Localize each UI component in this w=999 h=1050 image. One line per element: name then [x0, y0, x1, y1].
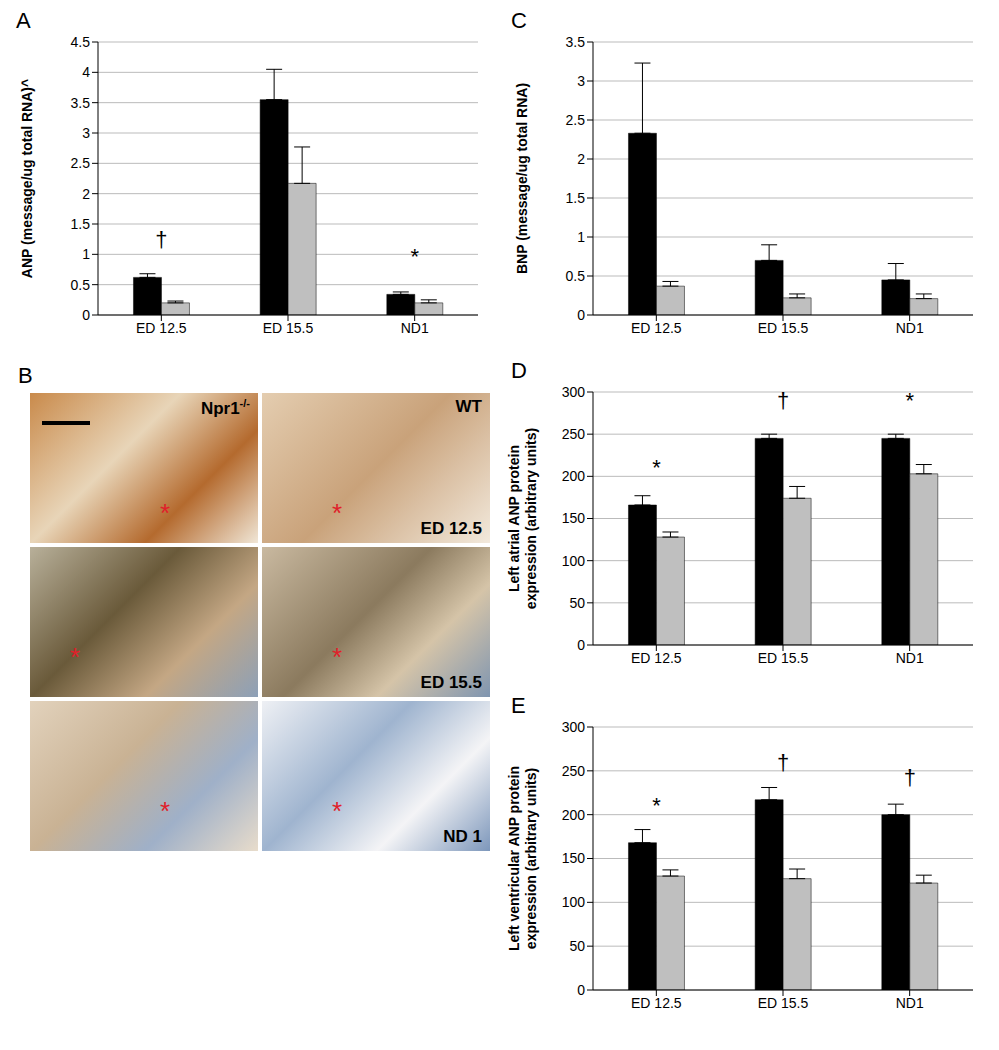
svg-text:0.5: 0.5: [71, 277, 91, 293]
html-text:A: A: [16, 8, 31, 33]
svg-text:ED 15.5: ED 15.5: [758, 995, 809, 1011]
svg-text:3: 3: [577, 73, 585, 89]
html-text:E: E: [511, 693, 526, 718]
html-text:Npr1-/-: Npr1-/-: [200, 397, 250, 418]
html-text:ND 1: ND 1: [443, 827, 482, 846]
svg-text:3.5: 3.5: [566, 34, 586, 50]
svg-text:4: 4: [82, 64, 90, 80]
svg-text:ED 12.5: ED 12.5: [631, 320, 682, 336]
html-text:WT: WT: [455, 397, 482, 416]
svg-text:BNP (message/ug total RNA): BNP (message/ug total RNA): [514, 83, 530, 274]
svg-text:ND1: ND1: [401, 320, 429, 336]
svg-text:0.5: 0.5: [566, 268, 586, 284]
svg-text:2: 2: [577, 151, 585, 167]
svg-text:ANP (message/ug total RNA)^: ANP (message/ug total RNA)^: [19, 79, 35, 278]
svg-text:ND1: ND1: [896, 650, 924, 666]
svg-text:50: 50: [569, 595, 585, 611]
svg-text:50: 50: [569, 938, 585, 954]
svg-text:3.5: 3.5: [71, 95, 91, 111]
svg-text:†: †: [155, 227, 167, 252]
html-text:B: B: [18, 363, 33, 388]
svg-text:0: 0: [577, 982, 585, 998]
svg-text:1: 1: [577, 229, 585, 245]
svg-text:2.5: 2.5: [566, 112, 586, 128]
svg-text:ND1: ND1: [896, 995, 924, 1011]
svg-text:0: 0: [577, 637, 585, 653]
svg-text:200: 200: [562, 807, 586, 823]
html-text:ED 15.5: ED 15.5: [420, 673, 482, 692]
svg-text:†: †: [777, 388, 789, 413]
svg-text:300: 300: [562, 719, 586, 735]
svg-text:1: 1: [82, 246, 90, 262]
svg-text:†: †: [777, 750, 789, 775]
svg-text:Left atrial ANP proteinexpress: Left atrial ANP proteinexpression (arbit…: [506, 428, 539, 609]
svg-text:250: 250: [562, 763, 586, 779]
svg-text:ND1: ND1: [896, 320, 924, 336]
svg-text:ED 12.5: ED 12.5: [631, 650, 682, 666]
svg-text:0: 0: [82, 307, 90, 323]
svg-text:3: 3: [82, 125, 90, 141]
svg-text:100: 100: [562, 553, 586, 569]
svg-text:150: 150: [562, 510, 586, 526]
svg-text:1.5: 1.5: [71, 216, 91, 232]
svg-text:*: *: [652, 455, 661, 480]
html-text:ED 12.5: ED 12.5: [420, 519, 482, 538]
svg-text:*: *: [652, 793, 661, 818]
svg-text:1.5: 1.5: [566, 190, 586, 206]
svg-text:4.5: 4.5: [71, 34, 91, 50]
svg-text:0: 0: [577, 307, 585, 323]
svg-text:†: †: [904, 765, 916, 790]
svg-text:ED 15.5: ED 15.5: [758, 320, 809, 336]
html-text:C: C: [511, 8, 527, 33]
svg-text:*: *: [906, 388, 915, 413]
html-text:D: D: [511, 358, 527, 383]
svg-text:200: 200: [562, 468, 586, 484]
svg-text:2.5: 2.5: [71, 155, 91, 171]
svg-text:ED 12.5: ED 12.5: [136, 320, 187, 336]
svg-text:150: 150: [562, 850, 586, 866]
svg-text:ED 12.5: ED 12.5: [631, 995, 682, 1011]
svg-text:ED 15.5: ED 15.5: [263, 320, 314, 336]
svg-text:250: 250: [562, 426, 586, 442]
svg-text:100: 100: [562, 894, 586, 910]
svg-text:300: 300: [562, 384, 586, 400]
svg-text:ED 15.5: ED 15.5: [758, 650, 809, 666]
svg-text:Left ventricular ANP proteinex: Left ventricular ANP proteinexpression (…: [506, 766, 539, 951]
svg-text:2: 2: [82, 186, 90, 202]
svg-text:*: *: [411, 244, 420, 269]
